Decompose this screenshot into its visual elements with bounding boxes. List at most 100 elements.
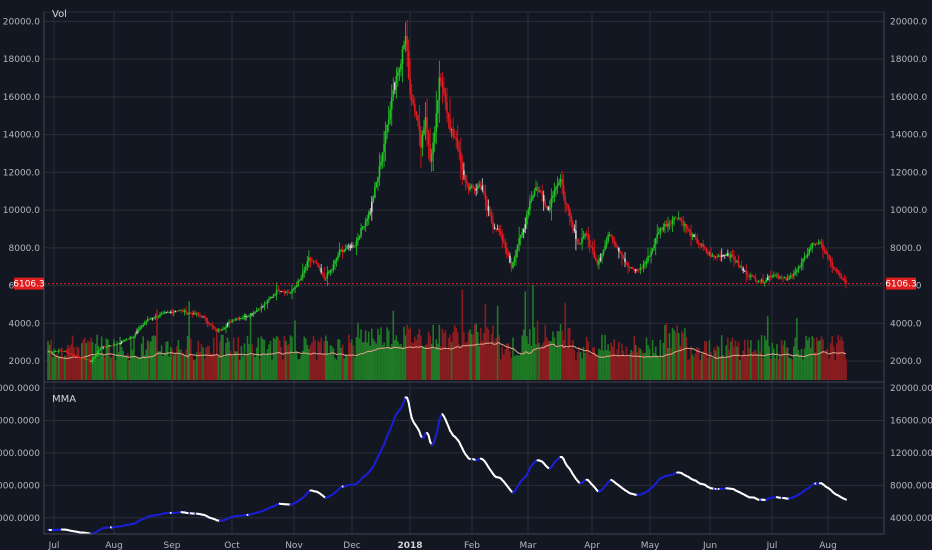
candle-body	[829, 257, 832, 262]
candle-body	[317, 263, 319, 268]
volume-bar	[105, 338, 108, 380]
candle-body	[134, 333, 137, 336]
candle-body	[579, 243, 582, 245]
candle-body	[446, 102, 448, 114]
volume-bar	[751, 352, 754, 380]
volume-bar	[392, 310, 395, 380]
volume-bar	[68, 346, 71, 380]
volume-bar	[799, 354, 801, 380]
volume-bar	[745, 356, 748, 380]
volume-bar	[568, 327, 571, 380]
volume-bar	[661, 356, 663, 380]
volume-bar	[165, 341, 167, 380]
volume-bar	[314, 340, 316, 380]
mma-line	[47, 396, 847, 535]
candle-body	[483, 190, 485, 194]
candle-body	[188, 312, 190, 314]
volume-bar	[727, 337, 729, 380]
candle-body	[191, 313, 194, 315]
candle-body	[150, 318, 152, 320]
volume-bar	[484, 303, 487, 380]
candle-body	[294, 286, 296, 289]
axes: 2000.02000.04000.04000.06000.06000.08000…	[0, 11, 932, 550]
candle-body	[225, 325, 227, 329]
candle-body	[562, 185, 565, 197]
volume-bar	[802, 359, 804, 380]
volume-bar	[123, 356, 126, 380]
mma-segment	[409, 409, 413, 419]
volume-bar	[130, 335, 132, 380]
candle-body	[611, 236, 614, 241]
volume-bar	[430, 344, 433, 380]
candle-body	[406, 35, 408, 52]
candle-body	[447, 113, 450, 119]
candle-body	[61, 350, 63, 352]
mma-segment	[433, 433, 438, 442]
volume-bar	[295, 351, 298, 380]
volume-bar	[303, 336, 306, 380]
candle-body	[754, 277, 757, 281]
candle-body	[536, 187, 539, 192]
volume-bar	[212, 337, 215, 380]
candle-body	[793, 273, 795, 277]
volume-bar	[572, 340, 574, 380]
volume-bar	[607, 344, 609, 380]
volume-bar	[673, 330, 675, 380]
volume-bar	[262, 338, 264, 380]
mma-y-tick-left: 16000.0000	[0, 416, 40, 426]
candle-body	[223, 328, 226, 329]
candle-body	[461, 163, 464, 171]
candle-body	[79, 357, 82, 359]
volume-bar	[274, 339, 276, 380]
candle-body	[400, 63, 402, 70]
volume-bar	[648, 348, 651, 380]
candle-body	[458, 149, 461, 153]
volume-bar	[518, 355, 520, 380]
volume-bar	[794, 337, 797, 380]
mma-segment	[435, 427, 439, 436]
candle-body	[295, 285, 298, 287]
volume-bar	[194, 359, 197, 380]
candle-body	[756, 280, 758, 282]
candle-body	[328, 272, 330, 274]
volume-bar	[527, 343, 530, 380]
candle-body	[346, 245, 349, 249]
candle-body	[315, 262, 318, 264]
candle-body	[242, 317, 244, 319]
candle-body	[578, 241, 580, 244]
candle-body	[618, 247, 620, 252]
volume-bar	[598, 348, 600, 380]
volume-bar	[364, 330, 367, 380]
volume-bar	[148, 342, 151, 380]
candle-body	[107, 345, 109, 347]
volume-bar	[642, 353, 645, 380]
volume-bar	[625, 346, 628, 380]
volume-bar	[321, 353, 324, 380]
candle-body	[694, 237, 697, 239]
volume-bar	[556, 331, 559, 380]
volume-bar	[728, 349, 731, 380]
candle-body	[119, 343, 121, 344]
volume-bar	[203, 358, 206, 380]
candle-body	[595, 257, 597, 261]
volume-bar	[682, 333, 685, 380]
candle-body	[742, 268, 744, 271]
x-tick: Aug	[105, 541, 123, 550]
volume-bar	[378, 334, 381, 380]
volume-bar	[539, 348, 542, 380]
volume-bar	[708, 340, 711, 380]
candle-body	[509, 255, 511, 263]
volume-bar	[436, 343, 439, 380]
candle-body	[750, 275, 752, 278]
candle-body	[450, 129, 453, 131]
mma-segment	[427, 434, 432, 443]
volume-bar	[403, 326, 405, 380]
candle-body	[587, 234, 589, 240]
candle-body	[427, 133, 430, 145]
grid-lines	[44, 12, 884, 534]
volume-bar	[80, 343, 83, 380]
volume-bar	[570, 348, 573, 380]
volume-bar	[509, 351, 511, 380]
candle-body	[475, 189, 477, 191]
x-tick: Feb	[464, 541, 480, 550]
